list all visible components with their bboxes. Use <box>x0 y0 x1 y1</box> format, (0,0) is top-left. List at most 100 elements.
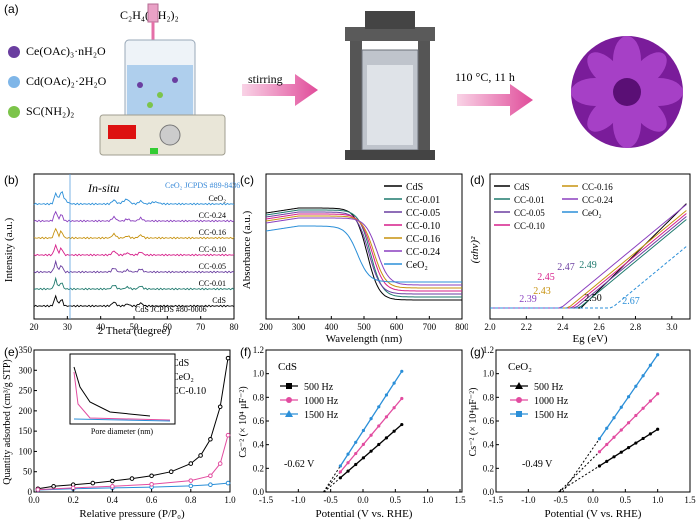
chart-d-xtick-label: 2.4 <box>557 322 569 332</box>
chart-c-xlabel: Wavelength (nm) <box>326 333 403 345</box>
chart-b-series-2 <box>33 259 235 274</box>
chart-f-ytick-label: 1.2 <box>253 345 264 355</box>
chart-d-xtick-label: 3.0 <box>666 322 678 332</box>
chart-c-xtick-label: 200 <box>259 322 273 332</box>
reagent-dot-cd <box>8 76 20 88</box>
chart-c-xtick-label: 600 <box>390 322 404 332</box>
chart-e-point <box>225 480 231 486</box>
chart-g-point <box>641 406 645 410</box>
chart-e-inset-frame <box>69 353 176 425</box>
chart-g-point <box>648 399 652 403</box>
chart-e-ytick-label: 250 <box>19 386 33 396</box>
chart-g-point <box>605 426 609 430</box>
chart-f-xtick-label: 0.5 <box>390 495 402 505</box>
chart-e-inset-cds <box>73 366 151 417</box>
chart-d-annotation: 2.50 <box>584 293 602 304</box>
chart-g-point <box>634 441 638 445</box>
chart-e-inset-ceo2 <box>73 418 171 422</box>
chart-e-point <box>149 473 154 479</box>
chart-g-ytick-label: 0.6 <box>483 416 495 426</box>
arrow-heat-icon <box>457 84 533 116</box>
chart-b-xtick-label: 20 <box>30 322 40 332</box>
chart-f-point <box>369 433 373 437</box>
chart-b-legend-2: CC-0.05 <box>199 262 226 271</box>
chart-b-xrd: CdS CC-0.01 CC-0.05 CC-0.10 CC-0.16 CC-0.24 Ce… <box>3 173 240 337</box>
chart-f-ytick-label: 1.0 <box>253 369 265 379</box>
chart-g-xtick-label: -1.5 <box>489 495 504 505</box>
chart-g-point <box>634 384 638 388</box>
chart-b-series-1 <box>33 276 235 291</box>
chart-d-xtick-label: 2.8 <box>630 322 642 332</box>
chart-g-ytick-label: 0.8 <box>483 392 495 402</box>
chart-f-ytick-label: 0.4 <box>253 440 265 450</box>
panel-c-label: (c) <box>240 173 254 187</box>
chart-g-extrapolation <box>558 451 600 493</box>
reagent-thiourea-label: SC(NH₂)₂ <box>26 104 75 118</box>
chart-b-series-5 <box>33 210 235 223</box>
chart-f-xlabel: Potential (V vs. RHE) <box>316 508 413 520</box>
chart-c-legend-label: CC-0.16 <box>406 234 440 245</box>
chart-e-xtick-label: 0.8 <box>185 495 197 505</box>
chart-g-ytick-label: 1.2 <box>483 345 494 355</box>
chart-e-point <box>225 432 231 438</box>
chart-g-point <box>626 395 631 399</box>
chart-c-series-0 <box>265 207 462 301</box>
chart-d-legend-label: CC-0.05 <box>514 208 545 218</box>
chart-g-xlabel: Potential (V vs. RHE) <box>545 508 642 520</box>
chart-c-series-2 <box>265 211 462 295</box>
step-heat-label: 110 °C, 11 h <box>455 70 515 84</box>
chart-g-extrapolation <box>557 465 600 493</box>
chart-f-ytick-label: 0.2 <box>253 463 264 473</box>
chart-d-xtick-label: 2.6 <box>593 322 605 332</box>
chart-f-point <box>346 469 350 473</box>
chart-c-xtick-label: 300 <box>292 322 306 332</box>
arrow-stirring-icon <box>242 74 318 106</box>
chart-d-legend-label: CC-0.16 <box>582 182 613 192</box>
chart-b-annotation-cds: CdS JCPDS #80-0006 <box>135 305 207 314</box>
chart-f-xtick-label: -1.5 <box>259 495 274 505</box>
chart-e-point <box>208 482 213 487</box>
chart-c-xtick-label: 800 <box>455 322 468 332</box>
chart-g-annotation: -0.49 V <box>522 459 553 470</box>
chart-e-ytick-label: 150 <box>19 426 33 436</box>
chart-g-point <box>641 374 645 378</box>
reagent-dot-thiourea <box>8 106 20 118</box>
chart-b-xtick-label: 50 <box>130 322 140 332</box>
chart-d-legend-label: CC-0.01 <box>514 195 545 205</box>
chart-b-title: In-situ <box>87 181 119 195</box>
chart-g-point <box>612 435 616 439</box>
reagent-dot-ce <box>8 46 20 58</box>
chart-f-legend-label: 1500 Hz <box>304 410 339 421</box>
chart-g-point <box>641 436 645 441</box>
chart-b-annotation-ceo2: CeO₂ JCPDS #89-8436 <box>165 181 240 190</box>
chart-g-point <box>626 446 631 450</box>
chart-e-point <box>110 484 115 489</box>
chart-b-xtick-label: 40 <box>96 322 106 332</box>
chart-g-point <box>605 442 609 447</box>
chart-f-point <box>392 381 396 385</box>
chart-d-legend-label: CC-0.24 <box>582 195 613 205</box>
chart-f-xtick-label: 0.0 <box>357 495 369 505</box>
chart-d-annotation: 2.49 <box>579 260 597 271</box>
chart-g-legend-marker <box>515 382 523 389</box>
chart-f-point <box>400 396 404 401</box>
autoclave-illustration <box>345 11 435 160</box>
chart-e-ylabel: Quantity adsorbed (cm³/g STP) <box>2 359 13 484</box>
flower-microsphere-illustration <box>571 36 683 148</box>
chart-d-annotation: 2.39 <box>519 294 537 305</box>
chart-e-point <box>129 476 135 481</box>
chart-e-point <box>168 469 174 475</box>
chart-e-inset-xlabel: Pore diameter (nm) <box>91 427 154 436</box>
chart-f-point <box>354 451 358 456</box>
chart-e-point <box>149 481 154 487</box>
chart-e-point <box>208 436 213 442</box>
chart-e-xtick-label: 1.0 <box>224 495 236 505</box>
chart-e-inset-cc <box>73 371 171 421</box>
chart-c-series-6 <box>265 225 462 283</box>
reagent-cd-label: Cd(OAc)₂·2H₂O <box>26 74 107 88</box>
chart-e-ytick-label: 300 <box>19 365 33 375</box>
chart-e-point <box>208 473 213 479</box>
chart-g-point <box>597 437 602 441</box>
chart-f-point <box>400 369 404 373</box>
chart-e-legend-label: CeO₂ <box>172 372 194 383</box>
